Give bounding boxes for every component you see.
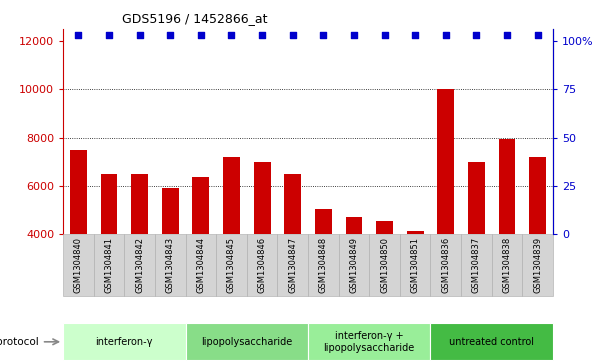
Text: GSM1304849: GSM1304849	[349, 237, 358, 293]
Text: GSM1304851: GSM1304851	[410, 237, 419, 293]
Bar	[315, 209, 332, 234]
Bar	[162, 188, 178, 234]
Bar	[124, 234, 155, 295]
Bar	[63, 234, 94, 295]
Bar	[522, 234, 553, 295]
Bar	[376, 221, 393, 234]
Bar	[430, 323, 553, 360]
Text: lipopolysaccharide: lipopolysaccharide	[201, 337, 293, 347]
Bar	[247, 234, 278, 295]
Text: interferon-γ: interferon-γ	[96, 337, 153, 347]
Bar	[223, 157, 240, 234]
Bar	[308, 234, 338, 295]
Text: protocol: protocol	[0, 337, 38, 347]
Bar	[492, 234, 522, 295]
Point	[349, 32, 359, 38]
Text: GSM1304846: GSM1304846	[258, 237, 267, 293]
Bar	[346, 217, 362, 234]
Text: GSM1304839: GSM1304839	[533, 237, 542, 293]
Bar	[131, 174, 148, 234]
Point	[441, 32, 451, 38]
Text: GSM1304845: GSM1304845	[227, 237, 236, 293]
Bar	[254, 162, 270, 234]
Text: GSM1304843: GSM1304843	[166, 237, 175, 293]
Bar	[529, 157, 546, 234]
Bar	[216, 234, 247, 295]
Text: GSM1304848: GSM1304848	[319, 237, 328, 293]
Point	[502, 32, 512, 38]
Bar	[70, 150, 87, 234]
Bar	[308, 323, 430, 360]
Text: GSM1304837: GSM1304837	[472, 237, 481, 293]
Text: GSM1304836: GSM1304836	[441, 237, 450, 293]
Text: GSM1304847: GSM1304847	[288, 237, 297, 293]
Text: GSM1304842: GSM1304842	[135, 237, 144, 293]
Point	[196, 32, 206, 38]
Bar	[192, 178, 209, 234]
Point	[73, 32, 83, 38]
Bar	[186, 234, 216, 295]
Bar	[461, 234, 492, 295]
Point	[380, 32, 389, 38]
Text: GSM1304844: GSM1304844	[197, 237, 206, 293]
Text: GSM1304840: GSM1304840	[74, 237, 83, 293]
Text: GSM1304841: GSM1304841	[105, 237, 114, 293]
Bar	[400, 234, 430, 295]
Text: interferon-γ +
lipopolysaccharide: interferon-γ + lipopolysaccharide	[323, 331, 415, 352]
Point	[227, 32, 236, 38]
Bar	[63, 323, 186, 360]
Bar	[438, 89, 454, 234]
Bar	[430, 234, 461, 295]
Bar	[499, 139, 516, 234]
Text: GDS5196 / 1452866_at: GDS5196 / 1452866_at	[122, 12, 267, 25]
Point	[104, 32, 114, 38]
Bar	[369, 234, 400, 295]
Text: GSM1304850: GSM1304850	[380, 237, 389, 293]
Bar	[155, 234, 186, 295]
Bar	[338, 234, 369, 295]
Point	[257, 32, 267, 38]
Bar	[284, 174, 301, 234]
Point	[319, 32, 328, 38]
Bar	[94, 234, 124, 295]
Bar	[100, 174, 117, 234]
Text: untreated control: untreated control	[449, 337, 534, 347]
Point	[288, 32, 297, 38]
Point	[533, 32, 543, 38]
Bar	[186, 323, 308, 360]
Bar	[278, 234, 308, 295]
Point	[165, 32, 175, 38]
Point	[135, 32, 144, 38]
Point	[472, 32, 481, 38]
Bar	[468, 162, 485, 234]
Point	[410, 32, 420, 38]
Text: GSM1304838: GSM1304838	[502, 237, 511, 293]
Bar	[407, 231, 424, 234]
